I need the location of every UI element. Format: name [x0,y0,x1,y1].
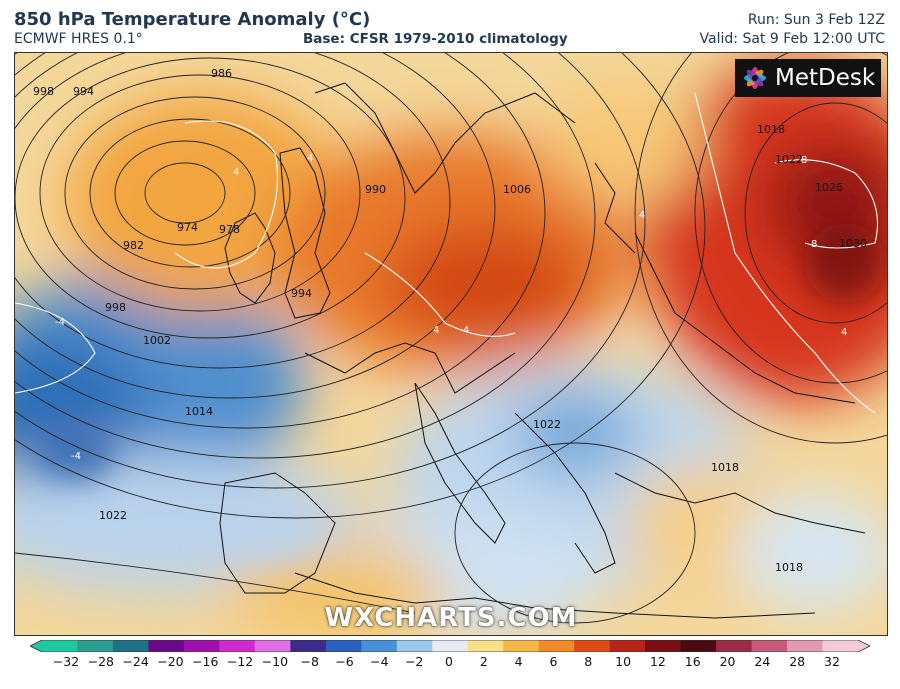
svg-text:-4: -4 [55,317,65,328]
colorbar-segment [503,640,540,652]
chart-title: 850 hPa Temperature Anomaly (°C) [14,9,371,30]
colorbar-tick-label: −2 [404,654,424,669]
colorbar-tick-label: −4 [370,654,389,669]
svg-text:1030: 1030 [839,237,867,250]
colorbar-tick-label: 28 [789,654,806,669]
colorbar-segment [822,640,859,652]
svg-text:998: 998 [105,301,126,314]
colorbar-tick-label: 20 [719,654,736,669]
colorbar-segment [538,640,575,652]
colorbar-max-arrow [858,640,870,652]
colorbar-tick-label: −24 [122,654,149,669]
colorbar-segment [77,640,114,652]
metdesk-logo: MetDesk [735,59,881,97]
svg-text:986: 986 [211,67,232,80]
colorbar-tick-label: 6 [549,654,558,669]
svg-text:1022: 1022 [533,418,561,431]
colorbar-tick-label: −20 [157,654,184,669]
colorbar-segment [254,640,291,652]
svg-text:978: 978 [219,223,240,236]
wxcharts-watermark: WXCHARTS.COM [324,603,578,633]
coastlines [219,82,866,619]
colorbar-ticks: −32 −28 −24 −20 −16 −12 −10 −8 −6 −4 −2 0 2 4 6 8 10 12 16… [0,654,900,674]
isobar-labels: 998 994 986 974 978 982 998 1002 1014 10… [33,67,867,574]
run-time-label: Run: Sun 3 Feb 12Z [747,12,885,28]
colorbar [30,640,870,652]
metdesk-logo-text: MetDesk [775,65,876,91]
svg-text:974: 974 [177,221,198,234]
colorbar-segment [645,640,682,652]
svg-text:1026: 1026 [815,181,843,194]
anomaly-map: 998 994 986 974 978 982 998 1002 1014 10… [14,52,888,636]
colorbar-segment [609,640,646,652]
svg-text:8: 8 [811,239,817,250]
colorbar-tick-label: 4 [514,654,523,669]
svg-text:4: 4 [433,325,439,336]
colorbar-segment [432,640,469,652]
svg-text:998: 998 [33,85,54,98]
colorbar-tick-label: 8 [584,654,593,669]
svg-text:982: 982 [123,239,144,252]
svg-text:1018: 1018 [757,123,785,136]
colorbar-segment [219,640,256,652]
colorbar-segment [396,640,433,652]
svg-text:1022: 1022 [99,509,127,522]
svg-text:994: 994 [291,287,312,300]
svg-text:1006: 1006 [503,183,531,196]
svg-text:8: 8 [801,155,807,166]
colorbar-segment [42,640,78,652]
colorbar-tick-label: −12 [226,654,254,669]
colorbar-segment [112,640,149,652]
colorbar-tick-label: 2 [479,654,488,669]
base-climatology-label: Base: CFSR 1979-2010 climatology [303,31,568,47]
colorbar-tick-label: −32 [52,654,80,669]
svg-text:1014: 1014 [185,405,213,418]
colorbar-tick-label: 0 [445,654,453,669]
svg-text:-4: -4 [71,451,81,462]
colorbar-segment [148,640,185,652]
colorbar-tick-label: −6 [335,654,354,669]
colorbar-segment [680,640,717,652]
svg-text:1002: 1002 [143,334,171,347]
colorbar-tick-label: −8 [300,654,319,669]
anomaly-labels: 4 4 4 4 8 8 -4 -4 4 4 [55,153,847,462]
colorbar-tick-label: 12 [649,654,666,669]
colorbar-min-arrow [30,640,42,652]
isobars [15,53,887,624]
svg-text:1022: 1022 [775,153,803,166]
colorbar-segment [361,640,398,652]
colorbar-segment [290,640,327,652]
svg-text:1018: 1018 [775,561,803,574]
colorbar-tick-label: −28 [87,654,115,669]
colorbar-segment [325,640,362,652]
colorbar-tick-label: −16 [192,654,219,669]
colorbar-tick-label: −10 [261,654,289,669]
colorbar-segment [751,640,788,652]
colorbar-tick-label: 10 [615,654,632,669]
svg-text:1018: 1018 [711,461,739,474]
metdesk-flower-icon [744,67,766,89]
svg-text:990: 990 [365,183,386,196]
colorbar-segment [716,640,753,652]
svg-text:4: 4 [639,210,645,221]
svg-text:4: 4 [841,327,847,338]
colorbar-tick-label: 32 [824,654,840,669]
anomaly-contours [15,92,879,414]
svg-text:4: 4 [463,325,469,336]
svg-text:4: 4 [307,153,313,164]
colorbar-segment [183,640,220,652]
colorbar-tick-label: 24 [754,654,771,669]
svg-text:994: 994 [73,85,94,98]
colorbar-segment [574,640,611,652]
colorbar-segment [467,640,504,652]
colorbar-tick-label: 16 [684,654,701,669]
svg-text:4: 4 [233,167,239,178]
valid-time-label: Valid: Sat 9 Feb 12:00 UTC [699,31,885,47]
map-canvas: 998 994 986 974 978 982 998 1002 1014 10… [15,53,887,635]
colorbar-segment [787,640,824,652]
model-label: ECMWF HRES 0.1° [14,31,143,47]
